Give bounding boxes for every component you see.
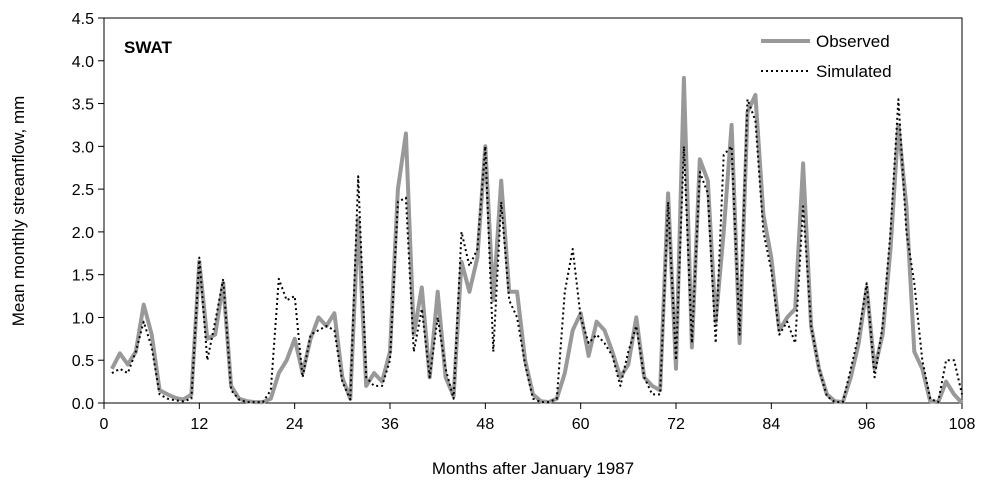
y-tick-label: 4.0 [72, 54, 94, 71]
x-tick-label: 108 [949, 416, 976, 433]
x-tick-label: 0 [100, 416, 109, 433]
legend: Observed Simulated [761, 32, 892, 81]
y-tick-label: 0.5 [72, 353, 94, 370]
y-tick-label: 4.5 [72, 11, 94, 28]
y-tick-label: 3.0 [72, 139, 94, 156]
x-tick-label: 96 [858, 416, 876, 433]
chart-annotation: SWAT [124, 38, 172, 57]
plot-area-frame [103, 17, 963, 404]
y-tick-label: 0.0 [72, 396, 94, 413]
x-tick-label: 48 [476, 416, 494, 433]
y-axis-ticks: 0.0 0.5 1.0 1.5 2.0 2.5 3.0 3.5 4.0 4.5 [72, 11, 104, 413]
y-axis-label: Mean monthly streamflow, mm [9, 96, 28, 327]
series-line-simulated [111, 98, 963, 404]
x-axis-ticks: 0 12 24 36 48 60 72 84 96 108 [100, 403, 976, 433]
y-tick-label: 2.0 [72, 225, 94, 242]
series-line-observed [110, 75, 964, 405]
y-tick-label: 2.5 [72, 182, 94, 199]
x-tick-label: 72 [667, 416, 685, 433]
series-lines [110, 75, 964, 405]
x-tick-label: 12 [190, 416, 208, 433]
y-tick-label: 1.0 [72, 310, 94, 327]
x-tick-label: 36 [381, 416, 399, 433]
y-tick-label: 3.5 [72, 97, 94, 114]
legend-label-observed: Observed [816, 32, 890, 51]
x-tick-label: 84 [762, 416, 780, 433]
legend-label-simulated: Simulated [816, 62, 892, 81]
x-tick-label: 24 [286, 416, 304, 433]
x-tick-label: 60 [572, 416, 590, 433]
y-tick-label: 1.5 [72, 268, 94, 285]
x-axis-label: Months after January 1987 [432, 459, 634, 478]
